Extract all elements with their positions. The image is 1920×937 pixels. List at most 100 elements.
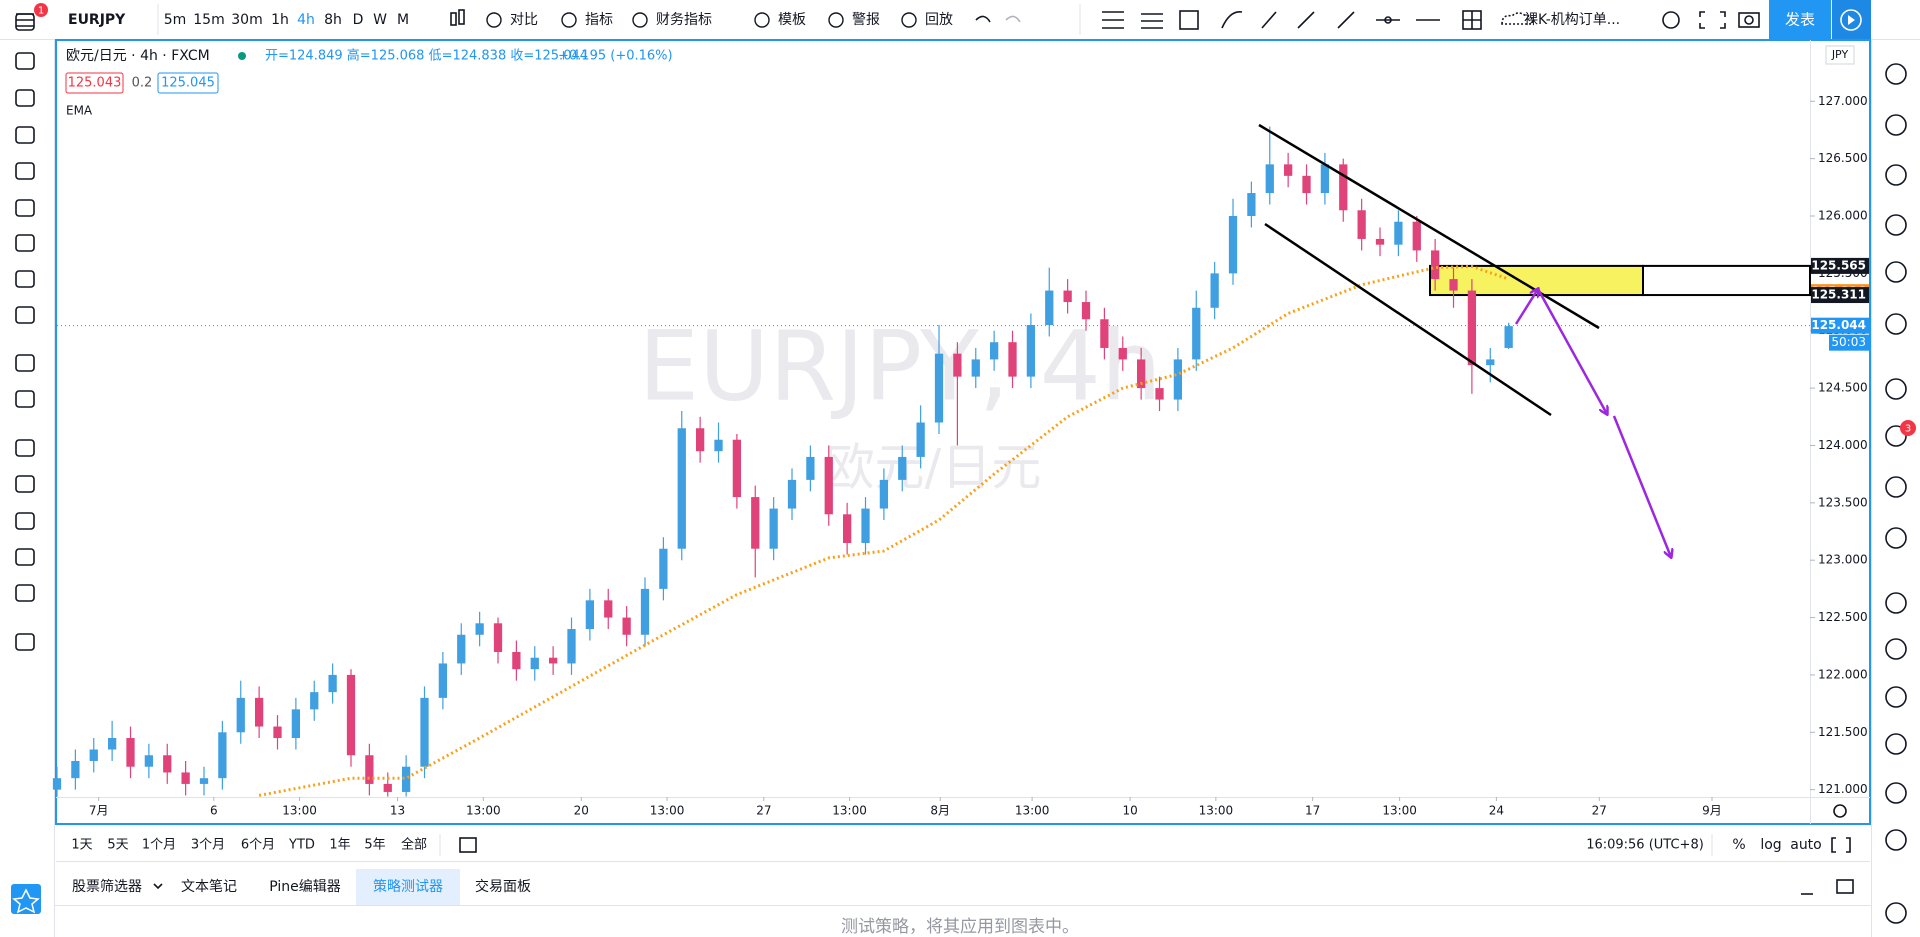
tool-icon[interactable] bbox=[15, 89, 35, 107]
button-icon[interactable] bbox=[561, 12, 577, 28]
toolbar-button[interactable]: 指标 bbox=[585, 12, 613, 28]
bid-box[interactable] bbox=[65, 72, 124, 94]
interval[interactable]: 30m bbox=[231, 12, 262, 28]
panel-tab[interactable]: 策略测试器 bbox=[373, 878, 443, 895]
button-icon[interactable] bbox=[754, 12, 770, 28]
button-icon[interactable] bbox=[632, 12, 648, 28]
symbol[interactable]: EURJPY bbox=[68, 12, 126, 28]
widget-icon[interactable] bbox=[1885, 592, 1907, 614]
tool-icon[interactable] bbox=[15, 306, 35, 324]
toolbar-button[interactable]: 警报 bbox=[852, 12, 880, 28]
tool-icon[interactable] bbox=[15, 354, 35, 372]
panel-tab[interactable]: 文本笔记 bbox=[181, 879, 237, 895]
candle-body bbox=[1137, 359, 1146, 389]
interval[interactable]: 8h bbox=[324, 12, 342, 28]
widget-icon[interactable] bbox=[1885, 425, 1907, 447]
publish-button[interactable] bbox=[1769, 0, 1831, 39]
candle-body bbox=[1228, 215, 1238, 274]
range-button[interactable]: 全部 bbox=[401, 837, 427, 853]
range-button[interactable]: 5天 bbox=[107, 838, 128, 853]
toolbar-button[interactable]: 模板 bbox=[778, 12, 806, 28]
tool-icon[interactable] bbox=[15, 199, 35, 217]
right-toolbar bbox=[1885, 63, 1907, 924]
toolbar-button[interactable]: 回放 bbox=[925, 12, 953, 28]
candle-body bbox=[1431, 250, 1440, 280]
button-icon[interactable] bbox=[486, 12, 502, 28]
candle-body bbox=[89, 749, 98, 761]
toolbar-button[interactable]: 财务指标 bbox=[656, 12, 712, 28]
widget-icon[interactable] bbox=[1885, 261, 1907, 283]
toolbar-button[interactable]: 对比 bbox=[510, 12, 538, 28]
publish-label[interactable]: 发表 bbox=[1785, 11, 1815, 29]
tool-icon[interactable] bbox=[15, 162, 35, 180]
tool-icon[interactable] bbox=[15, 270, 35, 288]
widget-icon[interactable] bbox=[1885, 378, 1907, 400]
range-button[interactable]: 3个月 bbox=[191, 838, 225, 853]
log-toggle[interactable]: log bbox=[1760, 837, 1781, 853]
widget-icon[interactable] bbox=[1885, 638, 1907, 660]
goto-date[interactable] bbox=[459, 837, 477, 853]
percent-toggle[interactable]: % bbox=[1732, 837, 1745, 853]
widget-icon[interactable] bbox=[1885, 476, 1907, 498]
tool-icon[interactable] bbox=[15, 52, 35, 70]
button-icon[interactable] bbox=[901, 12, 917, 28]
range-button[interactable]: 1年 bbox=[329, 838, 350, 853]
interval[interactable]: W bbox=[373, 12, 387, 28]
tool-icon[interactable] bbox=[15, 439, 35, 457]
tool-icon[interactable] bbox=[15, 234, 35, 252]
drawing-favorites[interactable] bbox=[1102, 10, 1760, 30]
range-button[interactable]: YTD bbox=[288, 838, 315, 853]
widget-icon[interactable] bbox=[1885, 313, 1907, 335]
interval[interactable]: 5m bbox=[164, 12, 187, 28]
layout-name[interactable]: 裸K-机构订单... bbox=[1524, 12, 1620, 28]
tool-icon[interactable] bbox=[15, 390, 35, 408]
auto-toggle[interactable]: auto bbox=[1790, 837, 1822, 853]
widget-icon[interactable] bbox=[1885, 114, 1907, 136]
dropdown[interactable] bbox=[153, 883, 163, 890]
tool-icon[interactable] bbox=[15, 548, 35, 566]
range-button[interactable]: 5年 bbox=[364, 838, 385, 853]
widget-icon[interactable] bbox=[1885, 733, 1907, 755]
x-tick-label: 13:00 bbox=[282, 804, 317, 818]
favorites-button[interactable] bbox=[11, 884, 41, 914]
fullscreen[interactable] bbox=[1831, 837, 1851, 853]
widget-icon[interactable] bbox=[1885, 214, 1907, 236]
widget-icon[interactable] bbox=[1885, 902, 1907, 924]
tool-icon[interactable] bbox=[15, 584, 35, 602]
range-button[interactable]: 6个月 bbox=[241, 838, 275, 853]
watermark: EURJPY, 4h bbox=[638, 310, 1161, 422]
interval[interactable]: 15m bbox=[193, 12, 224, 28]
interval[interactable]: 4h bbox=[297, 12, 315, 28]
panel-tab[interactable]: 交易面板 bbox=[475, 878, 531, 895]
tool-icon[interactable] bbox=[15, 475, 35, 493]
range-button[interactable]: 1个月 bbox=[142, 838, 176, 853]
undo-redo[interactable] bbox=[975, 15, 1021, 23]
maximize[interactable] bbox=[1836, 879, 1854, 894]
tool-icon[interactable] bbox=[15, 512, 35, 530]
ask-box[interactable] bbox=[157, 72, 219, 94]
settings-gear[interactable] bbox=[1833, 804, 1847, 818]
price-label-box bbox=[1811, 257, 1869, 274]
widget-icon[interactable] bbox=[1885, 782, 1907, 804]
widget-icon[interactable] bbox=[1885, 686, 1907, 708]
range-button[interactable]: 1天 bbox=[71, 838, 92, 853]
interval[interactable]: 1h bbox=[271, 12, 289, 28]
panel-tab[interactable]: 股票筛选器 bbox=[72, 879, 142, 895]
widget-icon[interactable] bbox=[1885, 829, 1907, 851]
zone-extension bbox=[1642, 264, 1811, 297]
panel-tab[interactable]: Pine编辑器 bbox=[269, 879, 341, 895]
tool-icon[interactable] bbox=[15, 126, 35, 144]
tool-icon[interactable] bbox=[15, 633, 35, 651]
candle-body bbox=[861, 508, 870, 543]
widget-icon[interactable] bbox=[1885, 164, 1907, 186]
button-icon[interactable] bbox=[828, 12, 844, 28]
drawings[interactable] bbox=[1258, 123, 1671, 557]
widget-icon[interactable] bbox=[1885, 63, 1907, 85]
candle-body bbox=[144, 755, 154, 767]
tool-icon[interactable] bbox=[15, 13, 35, 31]
interval[interactable]: M bbox=[397, 12, 409, 28]
bid: 125.043 bbox=[68, 76, 122, 91]
interval[interactable]: D bbox=[353, 12, 364, 28]
chart-style-icon[interactable] bbox=[450, 9, 465, 26]
widget-icon[interactable] bbox=[1885, 527, 1907, 549]
